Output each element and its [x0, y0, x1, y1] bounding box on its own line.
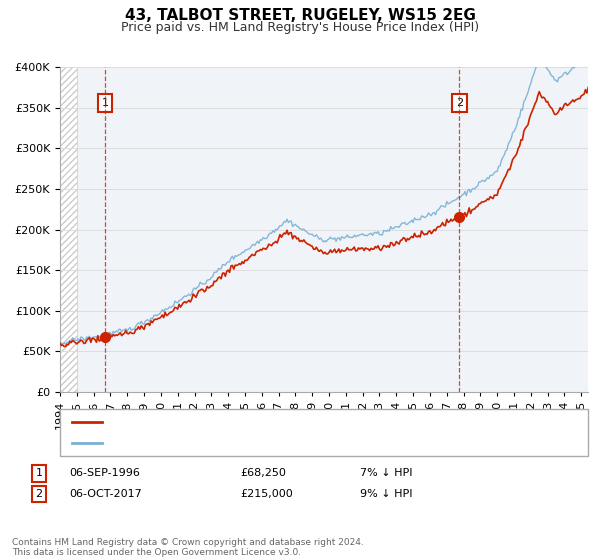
- Text: £215,000: £215,000: [240, 489, 293, 499]
- Text: 2: 2: [456, 98, 463, 108]
- Text: 7% ↓ HPI: 7% ↓ HPI: [360, 468, 413, 478]
- Text: Contains HM Land Registry data © Crown copyright and database right 2024.
This d: Contains HM Land Registry data © Crown c…: [12, 538, 364, 557]
- Bar: [60, 67, 77, 392]
- Text: Price paid vs. HM Land Registry's House Price Index (HPI): Price paid vs. HM Land Registry's House …: [121, 21, 479, 34]
- Text: HPI: Average price, detached house, Cannock Chase: HPI: Average price, detached house, Cann…: [108, 438, 401, 448]
- Text: 1: 1: [101, 98, 109, 108]
- Text: 43, TALBOT STREET, RUGELEY, WS15 2EG (detached house): 43, TALBOT STREET, RUGELEY, WS15 2EG (de…: [108, 417, 443, 427]
- Text: 06-OCT-2017: 06-OCT-2017: [69, 489, 142, 499]
- Text: 43, TALBOT STREET, RUGELEY, WS15 2EG: 43, TALBOT STREET, RUGELEY, WS15 2EG: [125, 8, 475, 24]
- Text: 1: 1: [35, 468, 43, 478]
- Text: 9% ↓ HPI: 9% ↓ HPI: [360, 489, 413, 499]
- Text: 06-SEP-1996: 06-SEP-1996: [69, 468, 140, 478]
- Text: 2: 2: [35, 489, 43, 499]
- Text: £68,250: £68,250: [240, 468, 286, 478]
